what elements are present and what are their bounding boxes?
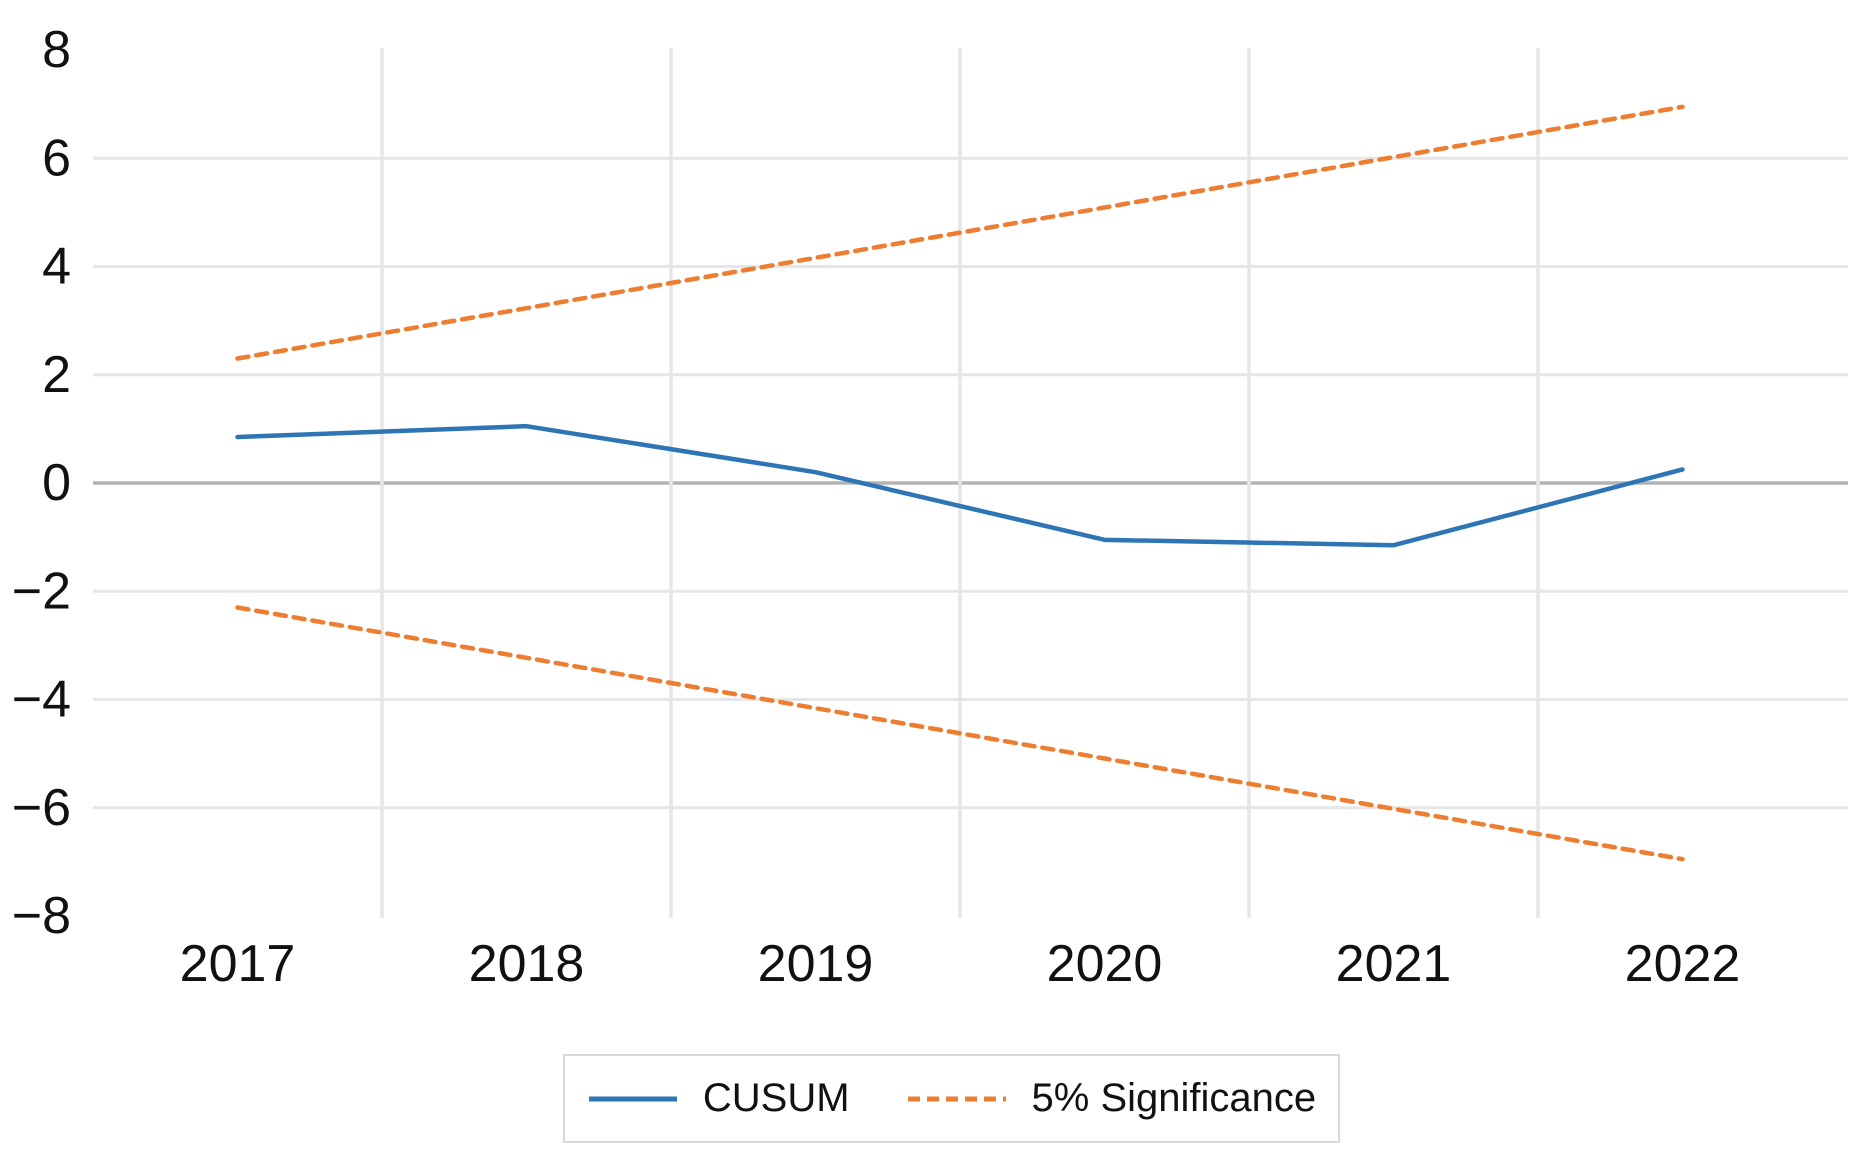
x-tick-label: 2017	[180, 935, 296, 993]
legend: CUSUM 5% Significance	[563, 1054, 1340, 1143]
y-tick-label: 6	[42, 129, 71, 187]
y-tick-label: −2	[12, 562, 71, 620]
y-tick-label: 8	[42, 21, 71, 79]
y-tick-label: 2	[42, 346, 71, 404]
x-tick-label: 2019	[758, 935, 874, 993]
y-tick-label: −6	[12, 779, 71, 837]
y-tick-label: −8	[12, 887, 71, 945]
x-tick-label: 2022	[1625, 935, 1741, 993]
legend-label-significance: 5% Significance	[1031, 1076, 1317, 1120]
y-tick-label: 0	[42, 454, 71, 512]
y-tick-label: 4	[42, 238, 71, 296]
y-tick-label: −4	[12, 671, 71, 729]
x-tick-label: 2018	[469, 935, 585, 993]
x-tick-label: 2020	[1047, 935, 1163, 993]
cusum-line-swatch	[588, 1096, 677, 1101]
series-significance-lower	[235, 605, 1685, 862]
significance-line-swatch	[907, 1096, 1006, 1101]
series-cusum	[235, 423, 1685, 548]
series-significance-upper	[235, 104, 1685, 361]
legend-label-cusum: CUSUM	[702, 1076, 850, 1120]
x-tick-label: 2021	[1336, 935, 1452, 993]
